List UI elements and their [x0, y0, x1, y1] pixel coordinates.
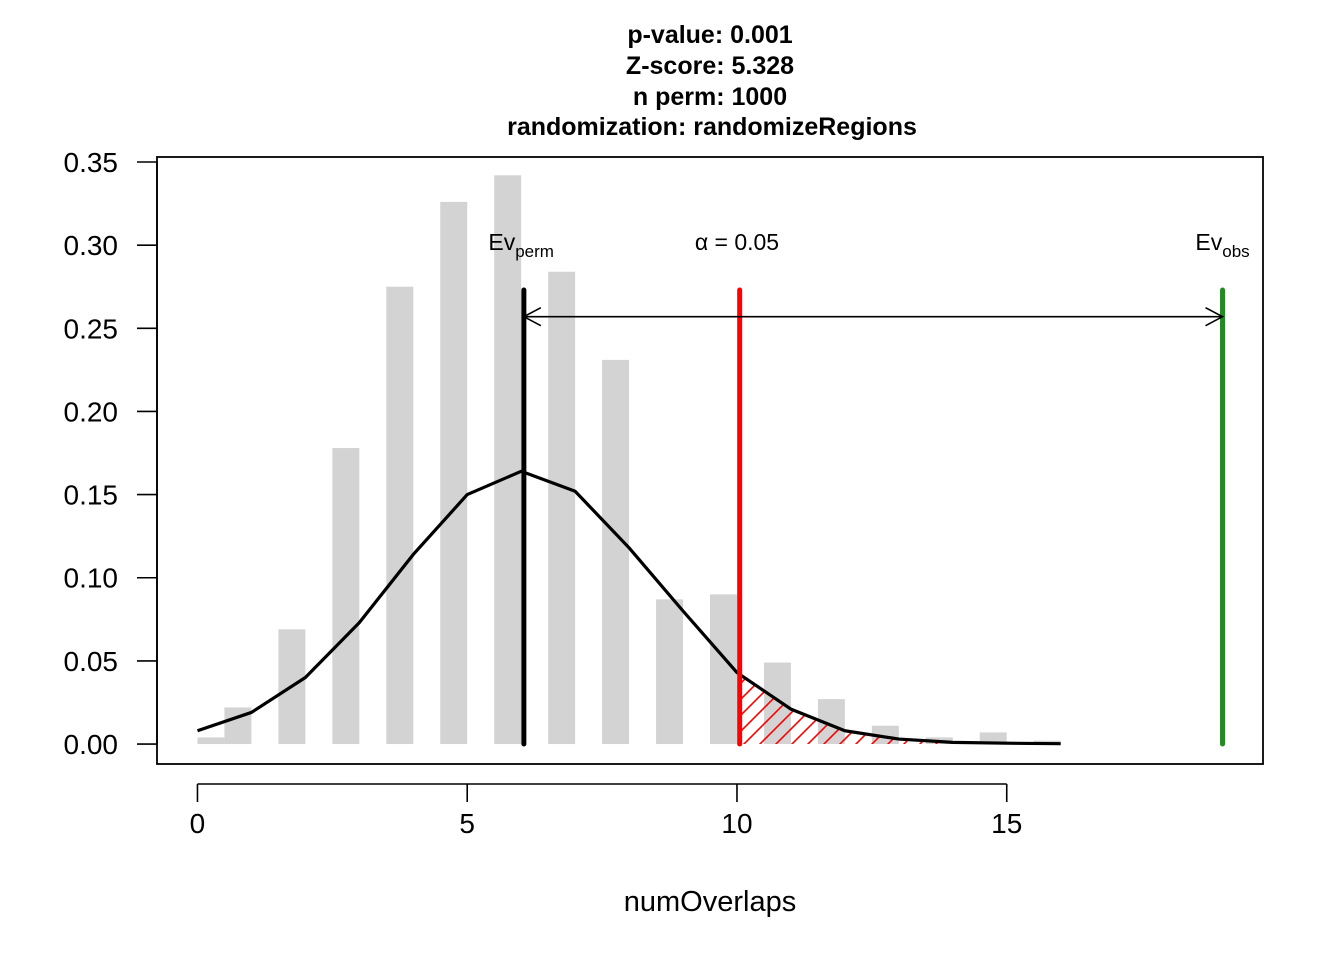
x-axis: 0 5 10 15 [190, 783, 1022, 839]
annotation-label: Evperm [488, 229, 554, 261]
histogram-bar [602, 359, 630, 745]
histogram-bar [386, 286, 414, 745]
density-curve-layer [196, 469, 1061, 746]
arrow-head-left [522, 306, 542, 327]
histogram-bar [494, 175, 522, 745]
y-tick-label: 0.35 [64, 147, 119, 178]
arrow-head-right [1205, 306, 1225, 327]
histogram-bar [332, 448, 360, 745]
histogram-bar [197, 737, 225, 745]
chart-title: p-value: 0.001 Z-score: 5.328 n perm: 10… [507, 21, 917, 141]
annotation-main: Ev [488, 229, 515, 255]
alpha-tail-hatch [739, 674, 1061, 745]
histogram-bar [548, 271, 576, 745]
annotation-label: α = 0.05 [695, 229, 779, 255]
x-tick-label: 0 [190, 808, 206, 839]
y-tick-label: 0.10 [64, 563, 119, 594]
x-axis-title: numOverlaps [624, 886, 796, 918]
annotation-subscript: obs [1222, 242, 1249, 261]
annotations: Evperm α = 0.05 Evobs [488, 229, 1249, 261]
title-line-pvalue: p-value: 0.001 [627, 21, 792, 49]
reference-lines [521, 287, 1226, 747]
y-tick-label: 0.05 [64, 646, 119, 677]
annotation-subscript: perm [515, 242, 554, 261]
density-curve [196, 469, 1061, 746]
histogram-bars [197, 175, 1061, 745]
alpha-shaded-region [739, 674, 1061, 745]
x-tick-label: 10 [721, 808, 752, 839]
annotation-label: Evobs [1195, 229, 1249, 261]
histogram-bar [979, 732, 1007, 745]
title-line-nperm: n perm: 1000 [633, 83, 787, 111]
y-tick-label: 0.15 [64, 480, 119, 511]
annotation-main: Ev [1195, 229, 1222, 255]
y-tick-label: 0.20 [64, 396, 119, 427]
histogram-bar [656, 599, 684, 745]
distance-arrow [522, 306, 1225, 327]
histogram-bar [440, 201, 468, 745]
y-tick-label: 0.30 [64, 230, 119, 261]
x-tick-label: 5 [459, 808, 475, 839]
x-tick-label: 15 [991, 808, 1022, 839]
annotation-main: α = 0.05 [695, 229, 779, 255]
y-axis: 0.00 0.05 0.10 0.15 0.20 0.25 0.30 0.35 [64, 147, 158, 760]
title-line-zscore: Z-score: 5.328 [626, 52, 794, 80]
y-tick-label: 0.25 [64, 313, 119, 344]
y-tick-label: 0.00 [64, 729, 119, 760]
title-line-randomization: randomization: randomizeRegions [507, 113, 917, 141]
